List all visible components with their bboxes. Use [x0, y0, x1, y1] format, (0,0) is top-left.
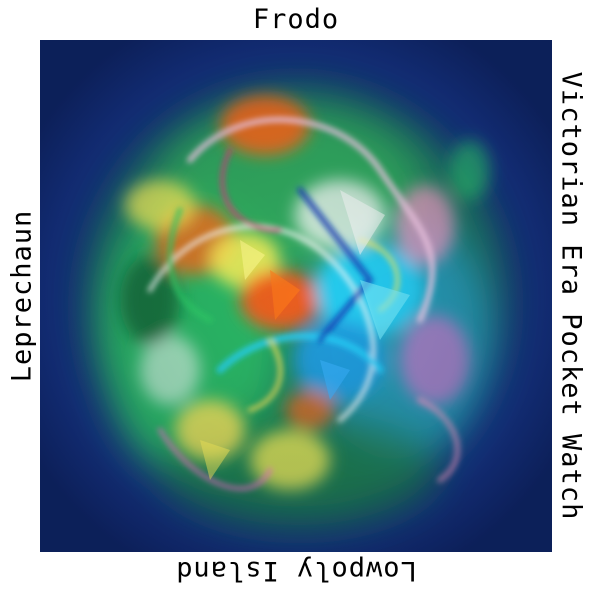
bottom-label: Lowpoly Island: [175, 555, 417, 586]
top-label: Frodo: [252, 4, 340, 35]
left-label: Leprechaun: [6, 209, 38, 383]
vignette: [40, 40, 552, 552]
artwork-svg: [40, 40, 552, 552]
abstract-artwork: [40, 40, 552, 552]
right-label: Victorian Era Pocket Watch: [555, 71, 587, 521]
